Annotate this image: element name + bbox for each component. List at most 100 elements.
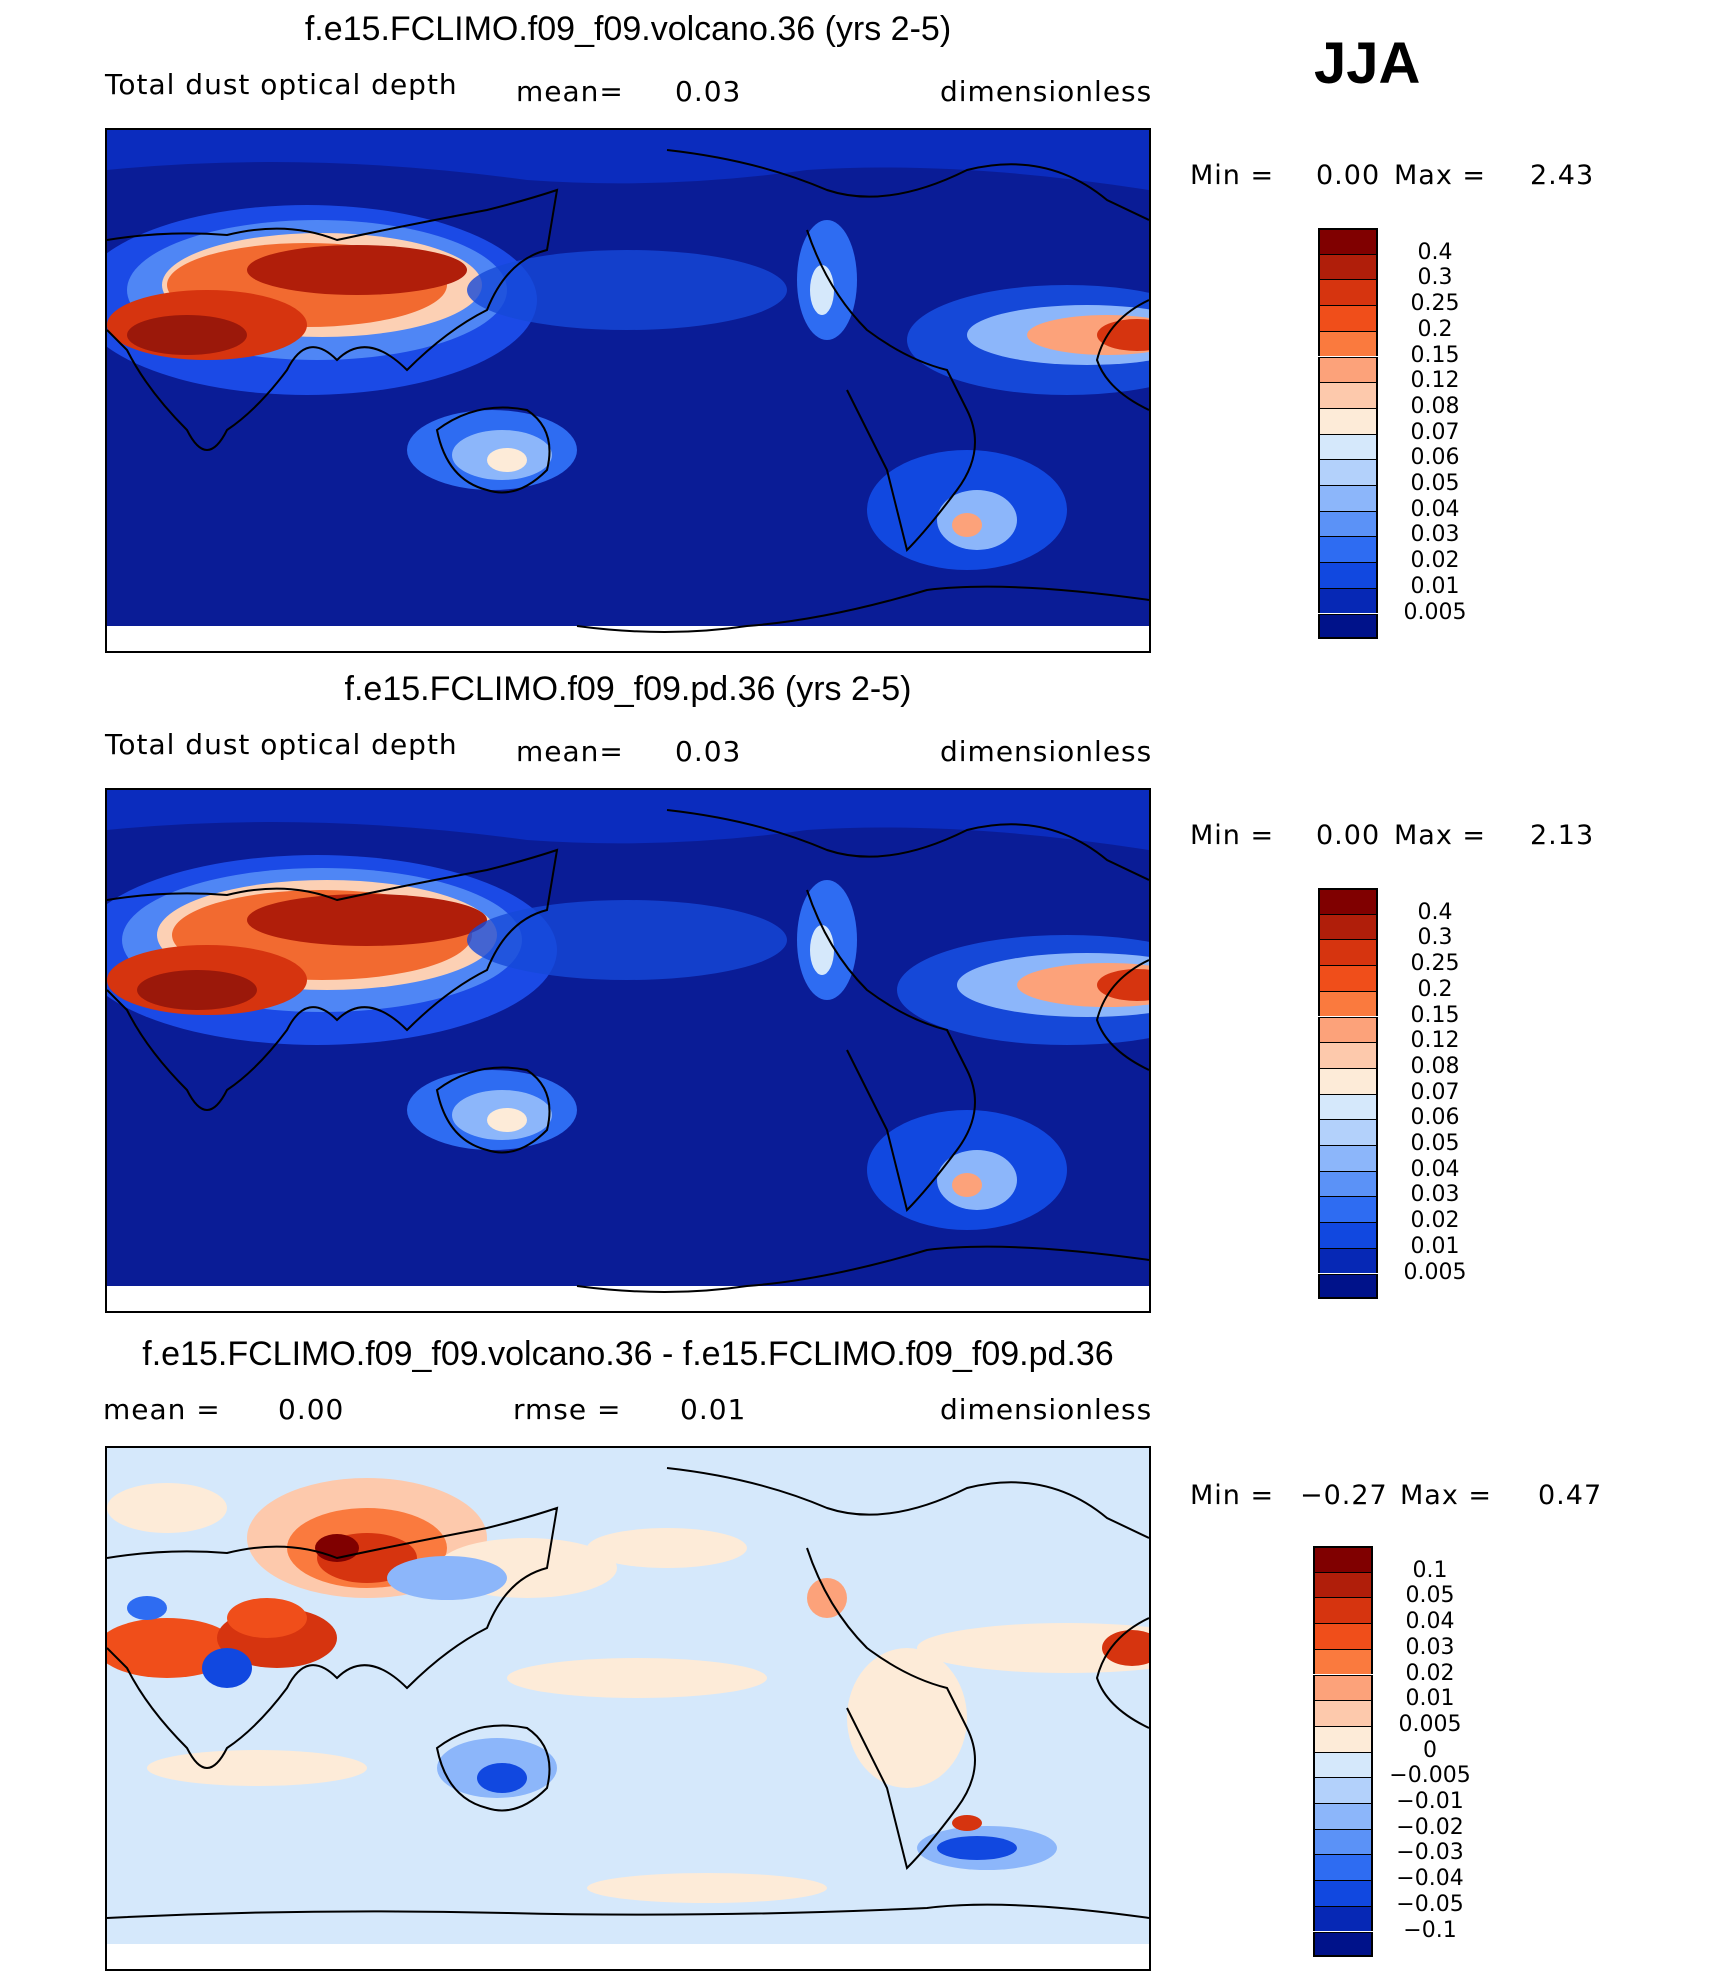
panel2-max-label: Max =	[1394, 820, 1487, 851]
colorbar-swatch	[1318, 510, 1378, 537]
colorbar-level-label: −0.03	[1396, 1840, 1464, 1866]
colorbar-level-label: 0.12	[1410, 368, 1460, 394]
panel1-title: f.e15.FCLIMO.f09_f09.volcano.36 (yrs 2-5…	[304, 10, 952, 48]
colorbar-level-label: 0.02	[1410, 1208, 1460, 1234]
colorbar-swatch	[1318, 1145, 1378, 1171]
colorbar-level-label: 0.4	[1417, 239, 1453, 265]
colorbar-swatch	[1318, 459, 1378, 485]
colorbar-swatch	[1318, 562, 1378, 588]
colorbar-swatch	[1318, 433, 1378, 460]
panel3-min-value: −0.27	[1300, 1480, 1388, 1511]
colorbar-swatch	[1313, 1828, 1373, 1855]
colorbar-level-label: 0.05	[1410, 1131, 1460, 1156]
panel3-units: dimensionless	[940, 1393, 1153, 1426]
colorbar-level-label: 0.06	[1410, 445, 1460, 471]
colorbar-swatch	[1313, 1803, 1373, 1829]
colorbar-swatch	[1313, 1751, 1373, 1778]
colorbar-swatch	[1318, 330, 1378, 357]
colorbar-level-label: 0.15	[1410, 342, 1460, 368]
colorbar-swatch	[1313, 1674, 1373, 1701]
colorbar-swatch	[1318, 990, 1378, 1017]
colorbar-level-label: −0.05	[1396, 1891, 1464, 1917]
colorbar-level-label: 0.07	[1410, 419, 1460, 445]
colorbar-swatch	[1313, 1905, 1373, 1932]
colorbar-level-label: 0.04	[1405, 1609, 1455, 1635]
panel3-rmse-label: rmse =	[513, 1393, 622, 1426]
panel1-max-value: 2.43	[1530, 160, 1595, 191]
colorbar-level-label: 0.03	[1410, 522, 1460, 548]
colorbar-swatch	[1313, 1700, 1373, 1726]
panel3-max-value: 0.47	[1538, 1480, 1603, 1511]
colorbar-swatch	[1313, 1725, 1373, 1752]
colorbar-level-label: 0.08	[1410, 393, 1460, 419]
colorbar-level-label: 0.05	[1410, 471, 1460, 496]
colorbar-level-label: −0.02	[1396, 1814, 1464, 1840]
colorbar-level-label: 0.01	[1410, 1233, 1460, 1259]
colorbar-level-label: 0.08	[1410, 1053, 1460, 1079]
colorbar-swatch	[1318, 1222, 1378, 1248]
colorbar-swatch	[1318, 1093, 1378, 1120]
colorbar-level-label: 0.03	[1410, 1182, 1460, 1208]
colorbar-level-label: 0.05	[1405, 1583, 1455, 1609]
panel2-mean-label: mean=	[516, 735, 624, 768]
colorbar-level-label: 0.12	[1410, 1028, 1460, 1054]
colorbar-level-label: 0.02	[1405, 1660, 1455, 1686]
panel2-mean-value: 0.03	[675, 735, 742, 768]
panel2-min-value: 0.00	[1316, 820, 1381, 851]
colorbar-swatch	[1318, 1042, 1378, 1068]
colorbar-swatch	[1318, 253, 1378, 280]
colorbar-level-label: 0.15	[1410, 1002, 1460, 1028]
colorbar-swatch	[1318, 613, 1378, 640]
colorbar-swatch	[1318, 228, 1378, 254]
colorbar-swatch	[1313, 1597, 1373, 1624]
panel2-map	[105, 788, 1151, 1313]
colorbar-swatch	[1313, 1623, 1373, 1649]
colorbar-level-label: 0.04	[1410, 496, 1460, 522]
colorbar-level-label: 0.25	[1410, 291, 1460, 317]
panel3-min-label: Min =	[1190, 1480, 1275, 1511]
colorbar-swatch	[1313, 1854, 1373, 1881]
colorbar-swatch	[1318, 1273, 1378, 1300]
panel1-mean-value: 0.03	[675, 75, 742, 108]
panel3-rmse-value: 0.01	[680, 1393, 747, 1426]
panel1-max-label: Max =	[1394, 160, 1487, 191]
colorbar-level-label: 0.1	[1412, 1557, 1448, 1583]
colorbar-swatch	[1318, 913, 1378, 940]
panel3-map-canvas	[107, 1448, 1149, 1944]
panel1-min-value: 0.00	[1316, 160, 1381, 191]
colorbar-level-label: 0.2	[1417, 976, 1453, 1002]
colorbar-level-label: 0.07	[1410, 1079, 1460, 1105]
colorbar-swatch	[1313, 1880, 1373, 1906]
panel1-mean-label: mean=	[516, 75, 624, 108]
panel3-map	[105, 1446, 1151, 1971]
panel3-mean-label: mean =	[103, 1393, 221, 1426]
colorbar-level-label: −0.04	[1396, 1866, 1464, 1892]
panel2-title: f.e15.FCLIMO.f09_f09.pd.36 (yrs 2-5)	[344, 670, 912, 708]
colorbar-level-label: 0.005	[1403, 1259, 1467, 1285]
colorbar-swatch	[1313, 1546, 1373, 1572]
colorbar-level-label: 0.01	[1410, 573, 1460, 599]
colorbar-swatch	[1318, 536, 1378, 563]
colorbar-swatch	[1318, 1119, 1378, 1145]
colorbar-level-label: 0.03	[1405, 1634, 1455, 1660]
panel2-max-value: 2.13	[1530, 820, 1595, 851]
colorbar-level-label: −0.1	[1403, 1917, 1457, 1943]
panel1-units: dimensionless	[940, 75, 1153, 108]
colorbar-swatch	[1318, 485, 1378, 511]
colorbar-level-label: 0	[1423, 1737, 1437, 1763]
colorbar-swatch	[1313, 1571, 1373, 1598]
colorbar-swatch	[1318, 1247, 1378, 1274]
panel2-min-label: Min =	[1190, 820, 1275, 851]
colorbar-swatch	[1318, 305, 1378, 331]
colorbar-swatch	[1313, 1777, 1373, 1803]
colorbar-level-label: 0.005	[1403, 599, 1467, 625]
colorbar-swatch	[1318, 1016, 1378, 1043]
colorbar-level-label: 0.25	[1410, 951, 1460, 977]
colorbar-swatch	[1318, 939, 1378, 966]
colorbar-swatch	[1313, 1931, 1373, 1958]
colorbar-swatch	[1318, 1067, 1378, 1094]
colorbar-swatch	[1318, 356, 1378, 383]
colorbar-level-label: 0.2	[1417, 316, 1453, 342]
colorbar-level-label: 0.04	[1410, 1156, 1460, 1182]
colorbar-swatch	[1318, 888, 1378, 914]
